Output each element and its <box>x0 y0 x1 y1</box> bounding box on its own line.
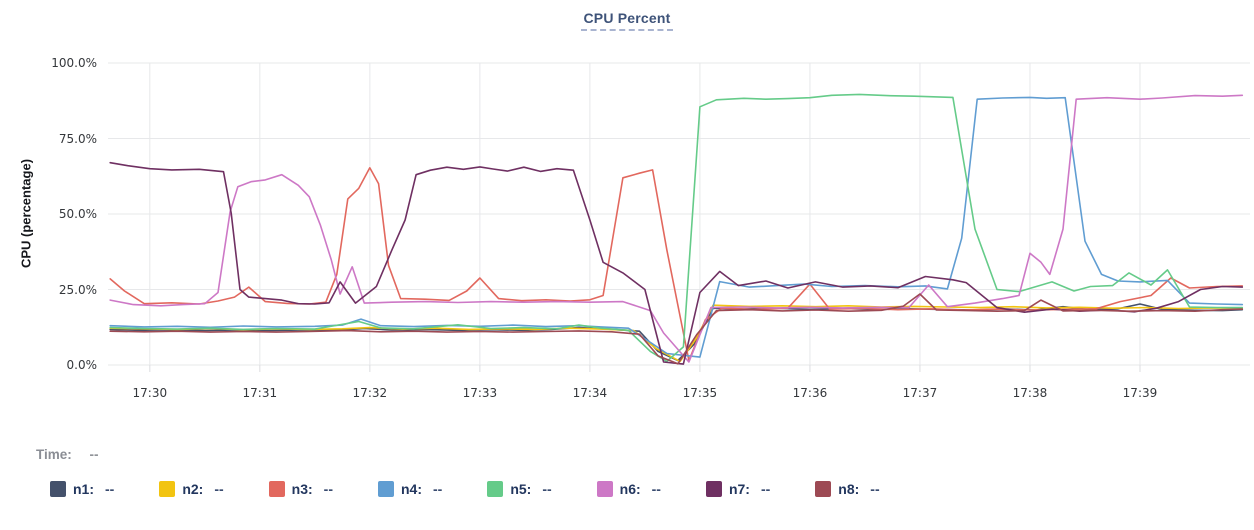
legend-series-value: -- <box>214 481 224 497</box>
legend-series-value: -- <box>432 481 443 497</box>
legend-swatch-n6 <box>596 481 613 497</box>
y-tick-label: 0.0% <box>66 358 98 372</box>
legend-series-name: n3: <box>291 481 313 497</box>
legend-series-name: n5: <box>510 481 532 497</box>
legend-series-name: n2: <box>182 481 204 497</box>
legend-series-name: n1: <box>73 481 94 497</box>
legend-swatch-n4 <box>377 481 394 497</box>
legend-series-value: -- <box>542 481 552 497</box>
legend-swatch-n5 <box>487 481 504 497</box>
x-tick-label: 17:36 <box>792 386 828 400</box>
series-legend: n1: -- n2: -- n3: -- n4: -- n5: -- n6: -- n7: -- n8: -- <box>50 481 880 497</box>
legend-item-n2[interactable]: n2: -- <box>159 481 224 497</box>
series-n7-line <box>109 161 1244 365</box>
legend-item-n1[interactable]: n1: -- <box>50 481 114 497</box>
legend-swatch-n7 <box>705 481 722 497</box>
legend-item-n4[interactable]: n4: -- <box>377 481 443 497</box>
x-tick-label: 17:32 <box>352 386 388 400</box>
legend-item-n7[interactable]: n7: -- <box>705 481 771 497</box>
legend-swatch-n1 <box>50 481 66 497</box>
legend-series-value: -- <box>323 481 333 497</box>
legend-item-n6[interactable]: n6: -- <box>596 481 661 497</box>
y-tick-label: 75.0% <box>58 131 97 146</box>
y-tick-label: 25.0% <box>58 282 97 297</box>
series-n8-line <box>109 293 1244 365</box>
chart-header: CPU Percent <box>0 10 1254 31</box>
legend-series-name: n4: <box>400 481 422 497</box>
x-tick-label: 17:38 <box>1012 386 1048 400</box>
x-tick-label: 17:33 <box>462 386 498 400</box>
legend-swatch-n2 <box>159 481 176 497</box>
time-readout-value: -- <box>89 447 99 462</box>
legend-series-value: -- <box>870 481 880 497</box>
series-n6-line <box>109 94 1244 363</box>
legend-series-name: n6: <box>619 481 641 497</box>
y-tick-label: 50.0% <box>58 207 97 221</box>
legend-series-value: -- <box>760 481 771 497</box>
plot-region: CPU (percentage) 100.0% 75.0% 50.0% 25.0% 0.… <box>19 56 1250 400</box>
x-tick-label: 17:35 <box>682 386 718 400</box>
x-tick-label: 17:34 <box>572 386 608 400</box>
plot-area[interactable] <box>108 62 1250 372</box>
y-tick-label: 100.0% <box>51 56 97 70</box>
legend-time-row: Time: -- <box>36 447 99 462</box>
chart-title: CPU Percent <box>581 10 673 31</box>
legend-series-value: -- <box>105 481 115 497</box>
x-tick-label: 17:30 <box>132 386 168 400</box>
legend-swatch-n8 <box>815 481 832 497</box>
x-tick-label: 17:31 <box>242 386 278 400</box>
x-tick-label: 17:39 <box>1122 386 1158 400</box>
legend-item-n5[interactable]: n5: -- <box>487 481 552 497</box>
legend-item-n3[interactable]: n3: -- <box>268 481 333 497</box>
series-n5-line <box>109 93 1244 363</box>
legend-series-name: n8: <box>838 481 860 497</box>
legend-swatch-n3 <box>268 481 285 497</box>
x-tick-label: 17:37 <box>902 386 938 400</box>
time-readout-label: Time: <box>36 447 72 462</box>
legend-item-n8[interactable]: n8: -- <box>815 481 880 497</box>
legend-series-name: n7: <box>728 481 750 497</box>
legend-series-value: -- <box>651 481 661 497</box>
